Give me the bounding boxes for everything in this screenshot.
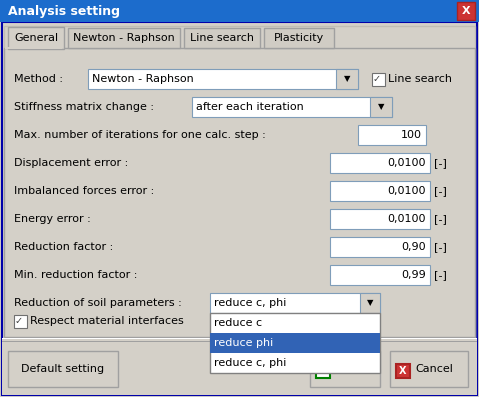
Text: [-]: [-] (434, 242, 447, 252)
Text: reduce c, phi: reduce c, phi (214, 358, 286, 368)
Bar (457, 2, 475, 20)
Text: reduce c, phi: reduce c, phi (214, 298, 286, 308)
Bar (316, 364, 330, 378)
Bar (2, 341, 477, 342)
Text: [-]: [-] (434, 186, 447, 196)
Bar (358, 125, 426, 145)
Text: Default setting: Default setting (22, 364, 104, 374)
Bar (88, 69, 358, 89)
Bar (330, 237, 430, 257)
Text: 100: 100 (401, 130, 422, 140)
Bar (360, 293, 380, 313)
Bar (310, 351, 380, 387)
Bar (192, 97, 392, 117)
Text: 0,0100: 0,0100 (388, 214, 426, 224)
Text: Reduction factor :: Reduction factor : (14, 242, 113, 252)
Text: [-]: [-] (434, 214, 447, 224)
Text: ▼: ▼ (378, 102, 384, 112)
Bar (396, 364, 410, 378)
Bar (8, 351, 118, 387)
Text: Respect material interfaces: Respect material interfaces (30, 316, 184, 326)
Bar (330, 181, 430, 201)
Bar (330, 209, 430, 229)
Text: Min. reduction factor :: Min. reduction factor : (14, 270, 137, 280)
Text: 0,99: 0,99 (401, 270, 426, 280)
Bar (2, 338, 477, 339)
Bar (336, 69, 358, 89)
Bar (8, 27, 64, 49)
Text: reduce phi: reduce phi (214, 338, 273, 348)
Text: X: X (399, 366, 407, 376)
Text: Stiffness matrix change :: Stiffness matrix change : (14, 102, 154, 112)
Text: Analysis setting: Analysis setting (8, 4, 120, 17)
Bar (390, 351, 468, 387)
Bar (2, 339, 477, 395)
Text: Plasticity: Plasticity (274, 33, 324, 43)
Text: ▼: ▼ (344, 75, 350, 83)
Text: [-]: [-] (434, 158, 447, 168)
Text: Energy error :: Energy error : (14, 214, 91, 224)
Bar (184, 28, 260, 48)
Text: ✓: ✓ (373, 74, 381, 84)
Text: Reduction of soil parameters :: Reduction of soil parameters : (14, 298, 182, 308)
Text: Cancel: Cancel (415, 364, 453, 374)
Bar (210, 293, 380, 313)
Bar (372, 73, 385, 86)
Text: Method :: Method : (14, 74, 63, 84)
Text: Max. number of iterations for one calc. step :: Max. number of iterations for one calc. … (14, 130, 266, 140)
Bar (4, 48, 475, 337)
Text: General: General (14, 33, 58, 43)
Bar (14, 315, 27, 328)
Bar (210, 333, 380, 353)
Text: ✓: ✓ (317, 366, 325, 376)
Text: Line search: Line search (190, 33, 254, 43)
Bar (264, 28, 334, 48)
Bar (370, 97, 392, 117)
Text: 0,0100: 0,0100 (388, 158, 426, 168)
Text: ✓: ✓ (15, 316, 23, 326)
Bar (5, 47, 62, 49)
Text: Imbalanced forces error :: Imbalanced forces error : (14, 186, 154, 196)
Bar (330, 153, 430, 173)
Text: ▼: ▼ (367, 299, 373, 308)
Bar (210, 313, 380, 373)
Text: 0,0100: 0,0100 (388, 186, 426, 196)
Text: Line search: Line search (388, 74, 452, 84)
Text: [-]: [-] (434, 270, 447, 280)
Text: Newton - Raphson: Newton - Raphson (92, 74, 194, 84)
Bar (68, 28, 180, 48)
Text: X: X (462, 6, 470, 16)
Bar (0, 0, 479, 22)
Text: Newton - Raphson: Newton - Raphson (73, 33, 175, 43)
Text: after each iteration: after each iteration (196, 102, 304, 112)
Text: OK: OK (342, 364, 358, 374)
Text: reduce c: reduce c (214, 318, 262, 328)
Text: Displacement error :: Displacement error : (14, 158, 128, 168)
Text: 0,90: 0,90 (401, 242, 426, 252)
Bar (330, 265, 430, 285)
Bar (4, 26, 475, 362)
